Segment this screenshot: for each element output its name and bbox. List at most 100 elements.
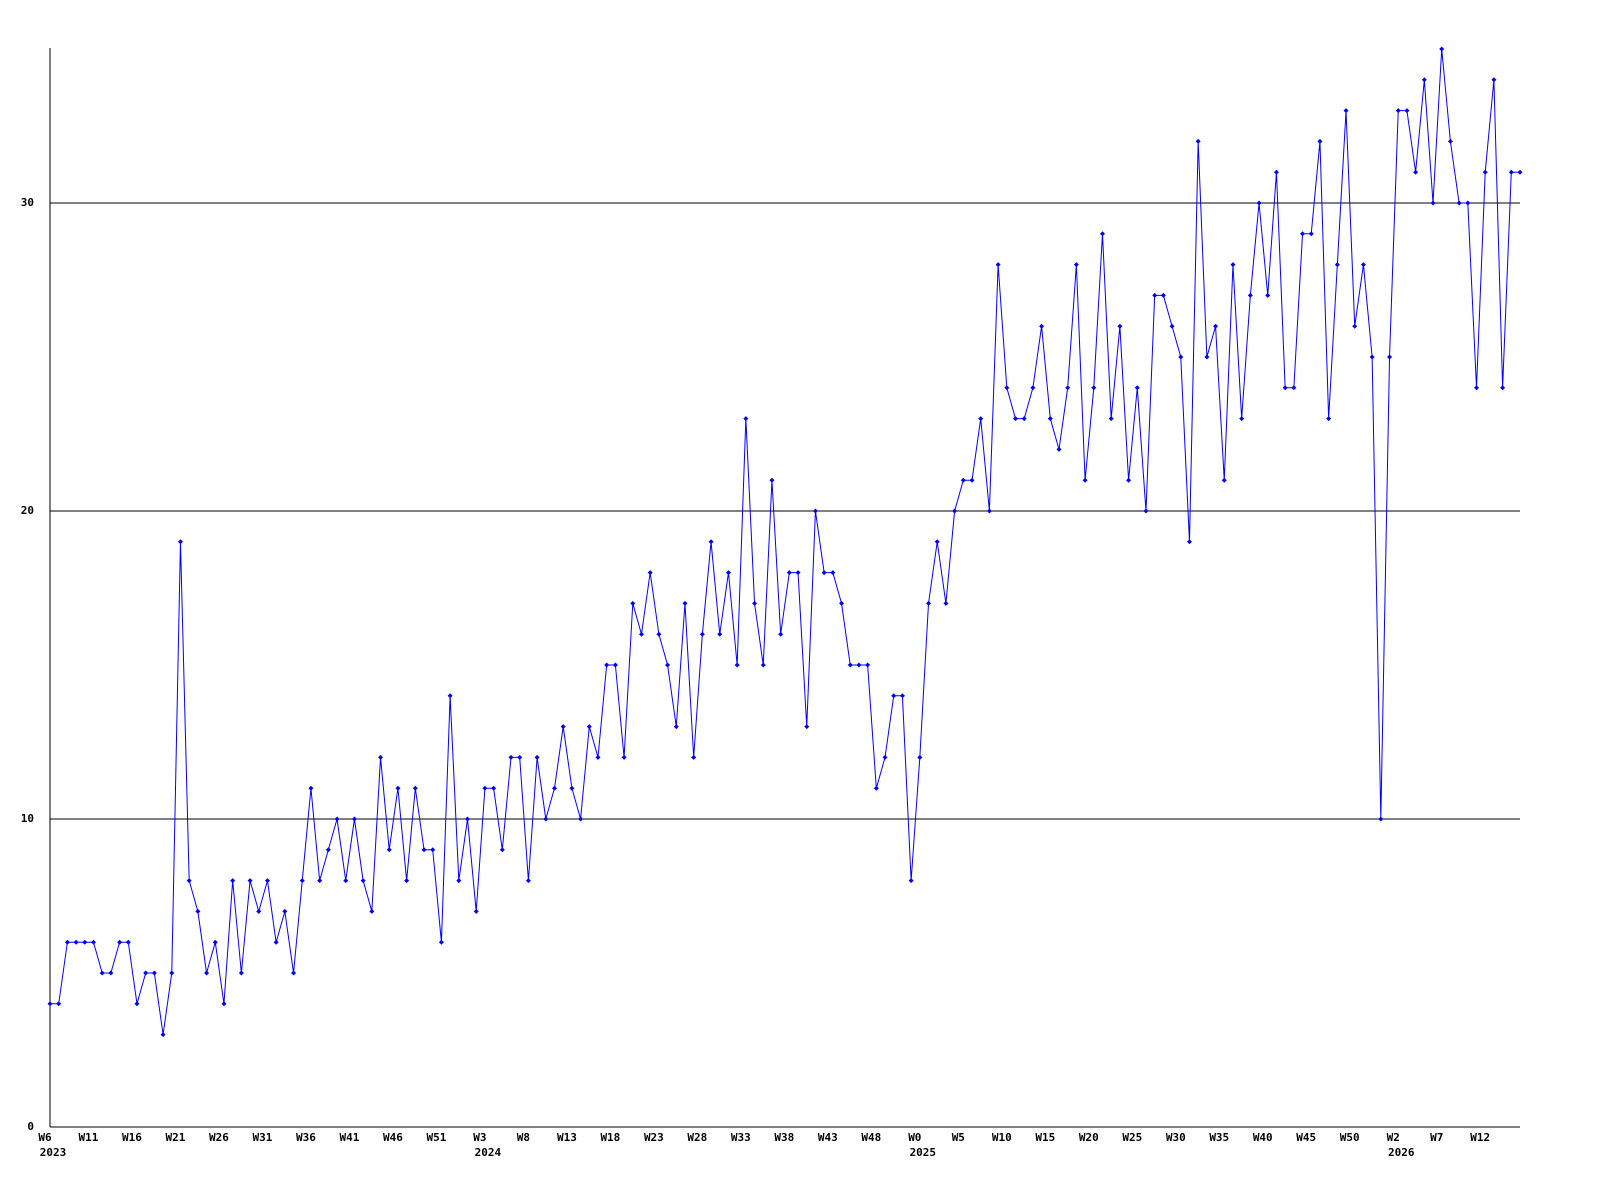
point [430, 847, 436, 853]
x-tick-label: W45 [1296, 1131, 1316, 1144]
point [447, 693, 453, 699]
y-tick-label: 20 [21, 504, 34, 517]
point [186, 878, 192, 884]
point [1134, 385, 1140, 391]
point [212, 939, 218, 945]
point [108, 970, 114, 976]
point [873, 785, 879, 791]
point [1421, 77, 1427, 83]
point [1030, 385, 1036, 391]
x-tick-label: W12 [1470, 1131, 1490, 1144]
point [1047, 416, 1053, 422]
x-tick-label: W38 [774, 1131, 794, 1144]
point [1160, 292, 1166, 298]
point [143, 970, 149, 976]
x-tick-label: W0 [908, 1131, 921, 1144]
point [1465, 200, 1471, 206]
point [1239, 416, 1245, 422]
point [934, 539, 940, 545]
point [360, 878, 366, 884]
point [177, 539, 183, 545]
point [1273, 169, 1279, 175]
point [299, 878, 305, 884]
point [499, 847, 505, 853]
point [317, 878, 323, 884]
point [595, 754, 601, 760]
point [1065, 385, 1071, 391]
point [891, 693, 897, 699]
x-tick-label: W48 [861, 1131, 881, 1144]
point [1326, 416, 1332, 422]
point [1004, 385, 1010, 391]
point [865, 662, 871, 668]
point [1413, 169, 1419, 175]
point [543, 816, 549, 822]
x-tick-label: W6 [38, 1131, 52, 1144]
point [465, 816, 471, 822]
point [638, 631, 644, 637]
x-tick-label: W35 [1209, 1131, 1229, 1144]
point [1282, 385, 1288, 391]
point [760, 662, 766, 668]
point [282, 908, 288, 914]
point [125, 939, 131, 945]
point [1169, 323, 1175, 329]
point [917, 754, 923, 760]
point [673, 724, 679, 730]
point [238, 970, 244, 976]
point [491, 785, 497, 791]
point [378, 754, 384, 760]
y-tick-label: 10 [21, 812, 34, 825]
point [665, 662, 671, 668]
point [1230, 262, 1236, 268]
point [839, 600, 845, 606]
point [1073, 262, 1079, 268]
y-tick-label: 0 [27, 1120, 34, 1133]
point [1013, 416, 1019, 422]
point [1300, 231, 1306, 237]
point [456, 878, 462, 884]
point [1439, 46, 1445, 52]
point [1491, 77, 1497, 83]
point [160, 1032, 166, 1038]
point [1387, 354, 1393, 360]
point [725, 570, 731, 576]
point [1482, 169, 1488, 175]
point [630, 600, 636, 606]
x-tick-label: W43 [818, 1131, 838, 1144]
point [586, 724, 592, 730]
x-year-label: 2024 [475, 1146, 502, 1159]
point [612, 662, 618, 668]
point [699, 631, 705, 637]
point [830, 570, 836, 576]
point [256, 908, 262, 914]
point [517, 754, 523, 760]
point [1317, 138, 1323, 144]
point [1117, 323, 1123, 329]
point [482, 785, 488, 791]
x-tick-label: W41 [340, 1131, 360, 1144]
point [569, 785, 575, 791]
point [647, 570, 653, 576]
point [334, 816, 340, 822]
point [604, 662, 610, 668]
point [247, 878, 253, 884]
point [952, 508, 958, 514]
point [47, 1001, 53, 1007]
x-tick-label: W15 [1035, 1131, 1055, 1144]
point [926, 600, 932, 606]
point [1430, 200, 1436, 206]
point [1508, 169, 1514, 175]
x-tick-label: W40 [1253, 1131, 1273, 1144]
x-tick-label: W8 [517, 1131, 530, 1144]
point [117, 939, 123, 945]
point [969, 477, 975, 483]
point [821, 570, 827, 576]
point [656, 631, 662, 637]
x-tick-label: W31 [253, 1131, 273, 1144]
point [204, 970, 210, 976]
x-tick-label: W21 [166, 1131, 186, 1144]
x-tick-label: W28 [687, 1131, 707, 1144]
point [621, 754, 627, 760]
point [264, 878, 270, 884]
